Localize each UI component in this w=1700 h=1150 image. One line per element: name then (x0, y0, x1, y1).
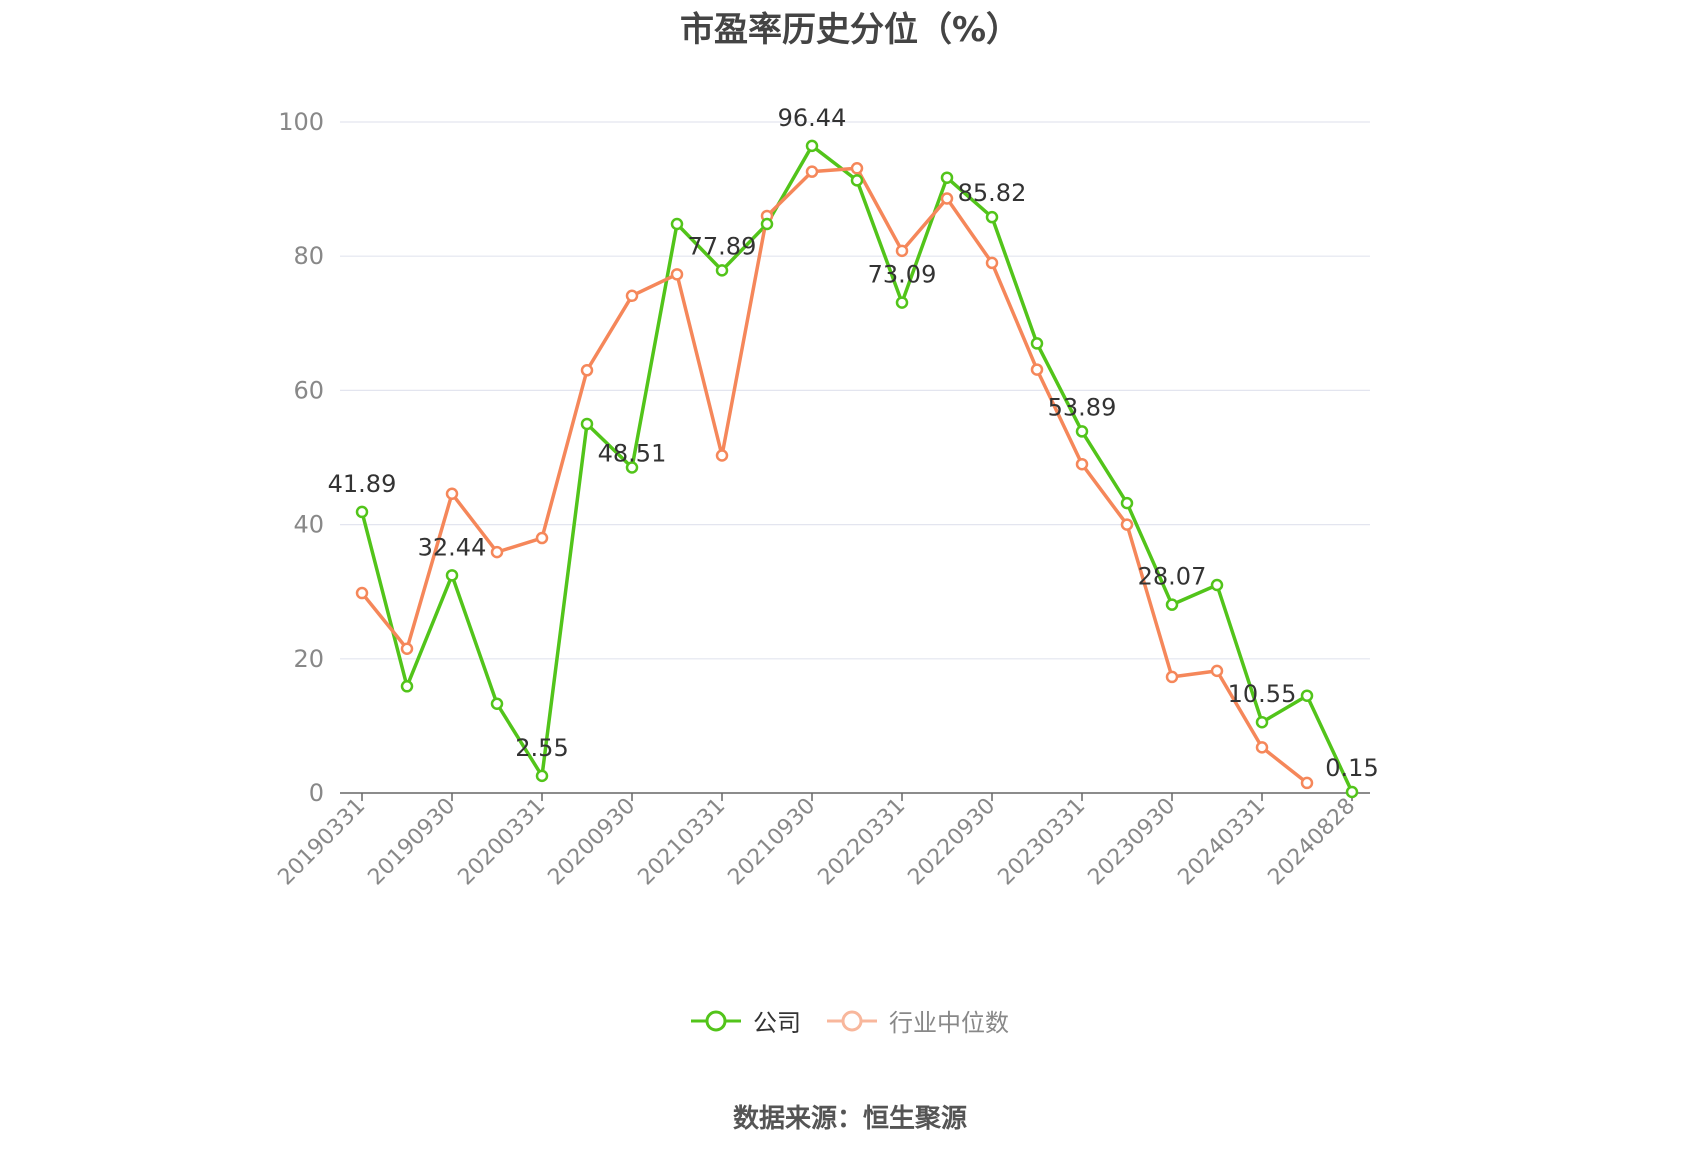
data-point-company (850, 174, 864, 187)
data-source: 数据来源：恒生聚源 (732, 1104, 967, 1134)
data-point-company (1120, 496, 1134, 510)
x-tick-label: 20240331 (1173, 794, 1270, 891)
x-tick-label: 20230331 (993, 794, 1090, 891)
series-points (355, 139, 1359, 799)
legend-industry-label: 行业中位数 (889, 1009, 1009, 1037)
data-point-industry (670, 268, 684, 281)
data-point-company (940, 171, 954, 184)
x-tick-label: 20230930 (1083, 794, 1180, 891)
data-point-company (1210, 578, 1224, 592)
legend-item-company[interactable]: 公司 (691, 1003, 801, 1038)
y-tick-label: 60 (293, 376, 324, 404)
series-line-company (360, 144, 1354, 793)
data-label: 0.15 (1325, 754, 1378, 782)
data-point-industry (850, 162, 864, 175)
data-point-company (1300, 689, 1314, 702)
data-point-company (490, 697, 504, 711)
legend-item-industry[interactable]: 行业中位数 (827, 1003, 1009, 1038)
x-tick-label: 20190930 (363, 794, 460, 891)
x-tick-label: 20240828 (1263, 794, 1360, 891)
grid-lines (340, 121, 1370, 660)
data-point-industry (1255, 741, 1269, 754)
data-point-industry (940, 192, 954, 205)
data-point-industry (1210, 664, 1224, 678)
x-tick-label: 20220331 (813, 794, 910, 891)
data-point-company (1345, 785, 1359, 799)
chart-title: 市盈率历史分位（%） (679, 10, 1021, 50)
data-label: 10.55 (1228, 680, 1297, 708)
data-point-industry (1165, 670, 1179, 684)
data-label: 96.44 (778, 104, 847, 132)
x-tick-label: 20190331 (273, 794, 370, 891)
data-point-company (1255, 715, 1269, 729)
data-point-company (985, 210, 999, 224)
data-point-company (805, 139, 819, 153)
data-label: 32.44 (418, 533, 487, 561)
y-tick-label: 40 (293, 511, 324, 539)
data-point-company (1075, 425, 1089, 438)
legend-company-label: 公司 (753, 1009, 801, 1037)
data-label: 28.07 (1138, 563, 1207, 591)
data-point-industry (490, 545, 504, 559)
y-tick-label: 0 (309, 779, 324, 807)
x-tick-label: 20210331 (633, 794, 730, 891)
data-point-industry (985, 256, 999, 270)
data-point-company (535, 769, 549, 783)
x-tick-label: 20200331 (453, 794, 550, 891)
x-tick-label: 20210930 (723, 794, 820, 891)
data-point-industry (715, 449, 729, 462)
data-point-company (1030, 337, 1044, 350)
data-point-company (1165, 598, 1179, 611)
legend: 公司 行业中位数 (0, 1003, 1700, 1038)
data-point-industry (895, 244, 909, 258)
data-point-company (895, 296, 909, 309)
data-point-industry (1300, 776, 1314, 790)
legend-company-marker (691, 1010, 741, 1031)
data-point-industry (1120, 518, 1134, 531)
data-point-industry (1030, 363, 1044, 376)
axes: 0 20 40 60 80 100 2019033120190930202003312020… (273, 108, 1370, 890)
data-point-industry (580, 364, 594, 377)
legend-industry-marker (827, 1010, 877, 1031)
data-point-industry (445, 487, 459, 500)
y-tick-label: 20 (293, 645, 324, 673)
data-label: 53.89 (1048, 393, 1117, 421)
data-label: 2.55 (515, 734, 568, 762)
data-point-industry (535, 531, 549, 545)
data-point-company (400, 680, 414, 693)
data-point-company (670, 217, 684, 231)
data-label: 85.82 (958, 179, 1027, 207)
data-labels: 41.89 32.44 2.55 48.51 77.89 96.44 73.09 85.82 5… (328, 104, 1379, 782)
data-point-industry (625, 289, 639, 303)
data-point-company (625, 461, 639, 474)
data-label: 73.09 (868, 261, 937, 289)
data-point-company (445, 569, 459, 582)
x-tick-label: 20200930 (543, 794, 640, 891)
data-label: 41.89 (328, 470, 397, 498)
data-label: 48.51 (598, 439, 667, 467)
data-label: 77.89 (688, 232, 757, 260)
data-point-industry (805, 165, 819, 178)
x-tick-label: 20220930 (903, 794, 1000, 891)
data-point-industry (400, 642, 414, 655)
data-point-company (760, 217, 774, 231)
y-tick-label: 80 (293, 242, 324, 270)
data-point-company (715, 264, 729, 277)
series-lines (360, 144, 1354, 793)
data-point-industry (355, 586, 369, 600)
series-line-industry (360, 166, 1309, 785)
data-point-industry (1075, 457, 1089, 471)
data-point-company (355, 505, 369, 519)
y-tick-label: 100 (278, 108, 324, 136)
data-point-company (580, 417, 594, 431)
